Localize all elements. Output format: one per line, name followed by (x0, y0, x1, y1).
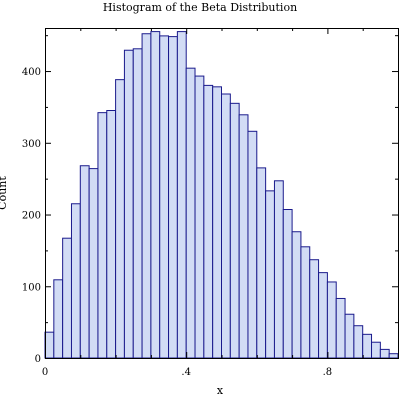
histogram-bar (344, 313, 355, 359)
histogram-bar (229, 102, 240, 359)
histogram-bar (300, 246, 311, 359)
histogram-bar (371, 341, 381, 359)
histogram-bar (247, 130, 258, 359)
histogram-bar (185, 67, 196, 359)
histogram-bar (282, 209, 293, 359)
y-tick-label: 300 (22, 139, 41, 150)
histogram-bar (123, 49, 134, 359)
x-tick-label: .4 (181, 367, 191, 378)
histogram-bar (159, 35, 170, 359)
y-axis: 0 100 200 300 400 (22, 35, 398, 365)
histogram-bar (291, 231, 302, 359)
y-tick-label: 400 (22, 67, 41, 78)
histogram-bar (221, 93, 231, 359)
y-tick-label: 200 (22, 211, 41, 222)
histogram-bar (79, 165, 90, 359)
histogram-bar (150, 31, 161, 359)
histogram-bar (44, 331, 55, 359)
histogram-bar (318, 272, 328, 359)
histogram-bar (106, 110, 117, 359)
histogram-bar (335, 297, 346, 359)
bars-group (44, 31, 399, 359)
histogram-bar (168, 36, 178, 359)
histogram-bar (212, 86, 222, 359)
histogram-bar (141, 33, 152, 359)
x-axis-label: x (217, 384, 224, 397)
histogram-bar (256, 167, 267, 359)
histogram-bar (88, 168, 99, 359)
histogram-bar (70, 203, 81, 359)
histogram-bar (309, 259, 320, 359)
histogram-bar (115, 79, 125, 359)
histogram-bar (194, 75, 205, 359)
y-tick-label: 100 (22, 282, 41, 293)
histogram-bar (265, 190, 275, 359)
x-axis: 0 .4 .8 (42, 28, 399, 378)
histogram-bar (62, 237, 72, 359)
histogram-bar (326, 281, 337, 359)
histogram-bar (203, 84, 214, 359)
histogram-bar (379, 348, 390, 359)
histogram-bar (388, 353, 399, 359)
chart-title: Histogram of the Beta Distribution (103, 1, 297, 14)
x-tick-label: 0 (42, 367, 48, 378)
histogram-bar (362, 333, 373, 359)
histogram-bar (176, 31, 187, 359)
histogram-bar (53, 279, 64, 359)
histogram-bar (97, 112, 108, 359)
histogram-bar (238, 114, 249, 359)
histogram-bar (273, 180, 284, 359)
x-tick-label: .8 (323, 367, 333, 378)
y-tick-label: 0 (35, 354, 41, 365)
y-axis-label: Count (0, 176, 9, 210)
histogram-bar (132, 48, 143, 359)
histogram-bar (353, 325, 364, 359)
